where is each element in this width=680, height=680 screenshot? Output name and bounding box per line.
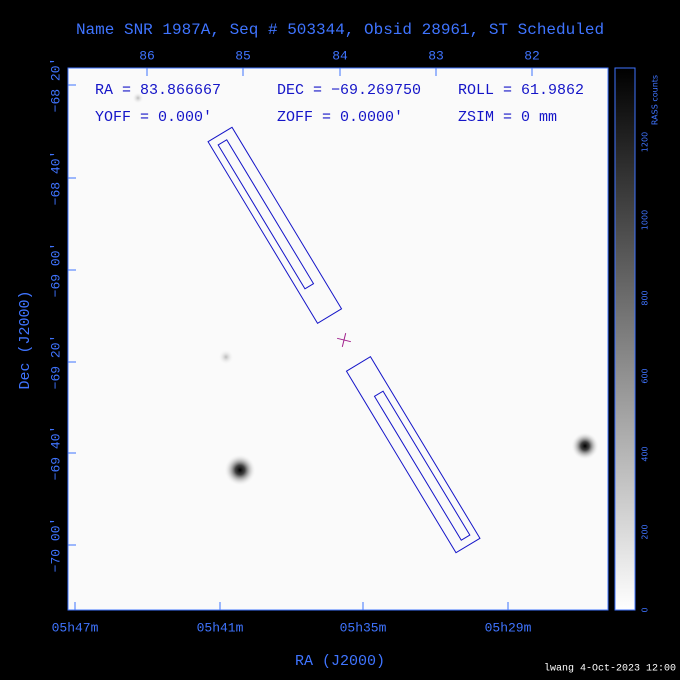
colorbar-tick-label: 1000 xyxy=(641,210,650,230)
x-axis-label: RA (J2000) xyxy=(295,653,385,670)
info-text: ZSIM = 0 mm xyxy=(458,109,557,126)
footer: lwang 4-Oct-2023 12:00 xyxy=(544,663,676,675)
info-text: YOFF = 0.000′ xyxy=(95,109,212,126)
source xyxy=(132,92,144,104)
top-tick-label: 86 xyxy=(139,48,155,63)
colorbar-tick-label: 200 xyxy=(641,524,650,539)
left-tick-label: −70 00′ xyxy=(48,518,63,573)
left-tick-label: −68 20′ xyxy=(48,58,63,113)
top-tick-label: 82 xyxy=(524,48,540,63)
colorbar-tick-label: 600 xyxy=(641,368,650,383)
source xyxy=(571,432,599,460)
info-text: DEC = −69.269750 xyxy=(277,82,421,99)
colorbar-tick-label: 0 xyxy=(641,607,650,612)
colorbar-tick-label: 1200 xyxy=(641,132,650,152)
bottom-tick-label: 05h35m xyxy=(340,620,387,635)
colorbar xyxy=(614,67,636,611)
top-tick-label: 85 xyxy=(235,48,251,63)
y-axis-label: Dec (J2000) xyxy=(17,290,34,389)
top-tick-label: 84 xyxy=(332,48,348,63)
bottom-tick-label: 05h41m xyxy=(197,620,244,635)
left-tick-label: −69 20′ xyxy=(48,335,63,390)
left-tick-label: −68 40′ xyxy=(48,151,63,206)
colorbar-label: RASS counts xyxy=(651,75,660,125)
left-tick-label: −69 00′ xyxy=(48,243,63,298)
source xyxy=(218,349,234,365)
info-text: RA = 83.866667 xyxy=(95,82,221,99)
info-text: ZOFF = 0.0000′ xyxy=(277,109,403,126)
left-tick-label: −69 40′ xyxy=(48,426,63,481)
bottom-tick-label: 05h47m xyxy=(52,620,99,635)
info-text: ROLL = 61.9862 xyxy=(458,82,584,99)
title: Name SNR 1987A, Seq # 503344, Obsid 2896… xyxy=(76,21,604,39)
detector-outline xyxy=(207,126,481,554)
top-tick-label: 83 xyxy=(428,48,444,63)
source xyxy=(224,454,256,486)
colorbar-tick-label: 800 xyxy=(641,290,650,305)
bottom-tick-label: 05h29m xyxy=(485,620,532,635)
colorbar-tick-label: 400 xyxy=(641,446,650,461)
